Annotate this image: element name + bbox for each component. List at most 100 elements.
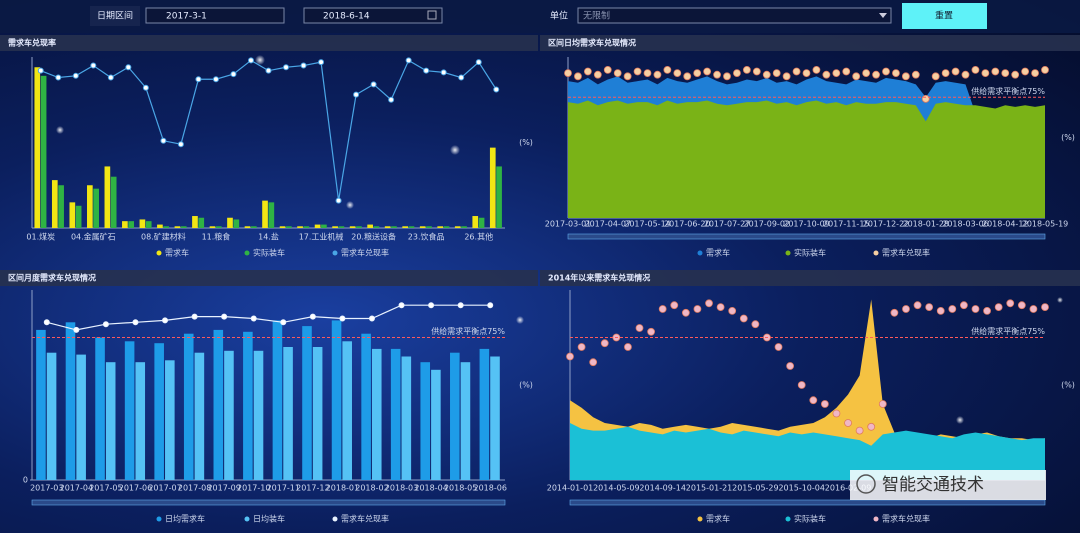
rate-point <box>703 67 712 76</box>
rate-point <box>102 321 109 328</box>
rate-point <box>683 72 692 81</box>
chart-title: 需求车兑现率 <box>8 38 56 48</box>
bar <box>420 362 431 480</box>
bar <box>75 205 82 228</box>
bar <box>163 226 170 228</box>
rate-point <box>983 306 991 315</box>
legend-swatch <box>785 250 791 256</box>
legend-label: 需求车兑现率 <box>882 248 930 258</box>
bar <box>391 226 397 228</box>
bar <box>489 147 496 228</box>
rate-point <box>855 426 864 435</box>
legend-label: 实际装车 <box>794 514 826 524</box>
rate-point <box>772 69 781 77</box>
bar <box>479 348 490 480</box>
rate-point <box>852 72 861 81</box>
start-date-input[interactable] <box>145 7 285 24</box>
x-tick-label: 2014-05-09 <box>593 484 640 493</box>
reset-label: 重置 <box>935 10 953 22</box>
bar <box>104 166 111 228</box>
bar <box>233 219 240 228</box>
chart-title: 区间日均需求车兑现情况 <box>548 38 636 48</box>
bar <box>250 226 257 228</box>
legend-swatch <box>873 250 879 256</box>
rate-point <box>1006 299 1015 308</box>
bar <box>426 226 432 228</box>
y2-axis-label: (%) <box>519 138 533 147</box>
x-tick-label: 2018-05 <box>444 484 477 493</box>
reset-button[interactable] <box>902 3 987 29</box>
rate-point <box>162 317 169 324</box>
bar <box>408 226 415 228</box>
rate-point <box>623 72 632 81</box>
rate-point <box>577 343 586 351</box>
rate-point <box>589 358 598 367</box>
rate-point <box>844 419 852 427</box>
bar <box>402 226 409 228</box>
charts: 需求车兑现率 (%) 01.煤炭 04.金属矿石 08.矿建材料 11.粮食 14.盐 17.… <box>0 35 1080 524</box>
bar <box>253 350 264 480</box>
rate-point <box>250 315 257 322</box>
select-arrow[interactable] <box>879 13 887 18</box>
rate-point <box>353 91 360 98</box>
end-date-input[interactable] <box>303 7 443 24</box>
bar <box>286 226 292 228</box>
x-tick-label: 2018-01 <box>326 484 359 493</box>
bar <box>450 352 460 480</box>
x-tick-label: 2017-12-22 <box>863 220 910 229</box>
bar <box>154 343 164 480</box>
rate-point <box>960 301 968 310</box>
bar <box>454 226 461 228</box>
area <box>570 423 1045 480</box>
rate-point <box>1001 69 1010 77</box>
rate-point <box>681 308 690 317</box>
x-tick-label: 04.金属矿石 <box>71 232 116 242</box>
rate-point <box>890 308 899 317</box>
rate-point <box>762 70 771 79</box>
legend-swatch <box>156 250 162 256</box>
bar <box>268 202 275 228</box>
rate-point <box>751 320 760 329</box>
end-date: 2018-6-14 <box>323 12 370 22</box>
legend-swatch <box>244 516 250 522</box>
rate-point <box>693 305 702 313</box>
rate-point <box>693 69 702 77</box>
bar <box>139 219 146 228</box>
bar <box>303 226 310 228</box>
rate-point <box>37 67 44 74</box>
x-tick-label: 23.饮食品 <box>408 232 445 242</box>
bar <box>338 226 345 228</box>
bar <box>46 352 57 480</box>
calendar-icon[interactable] <box>427 10 437 20</box>
rate-point <box>742 65 751 74</box>
legend-label: 需求车 <box>706 248 730 258</box>
rate-point <box>961 70 970 79</box>
unit-select[interactable] <box>577 7 892 24</box>
rate-point <box>457 302 464 309</box>
rate-point <box>752 67 761 76</box>
rate-point <box>55 74 62 81</box>
rate-point <box>716 303 725 312</box>
rate-point <box>423 67 430 74</box>
rate-point <box>583 67 592 76</box>
rate-point <box>786 362 795 370</box>
bar <box>419 226 426 228</box>
zoom-slider <box>31 499 506 506</box>
rate-point <box>971 65 980 74</box>
bar <box>262 200 268 228</box>
unit-value: 无限制 <box>583 10 610 22</box>
rate-point <box>809 396 818 405</box>
legend-label: 需求车兑现率 <box>341 514 389 524</box>
bar <box>194 352 205 480</box>
x-tick-label: 2017-10 <box>237 484 270 493</box>
rate-point <box>643 69 652 77</box>
x-tick-label: 2017-09 <box>207 484 240 493</box>
bar <box>165 360 175 480</box>
bar <box>478 217 485 228</box>
rate-point <box>842 67 851 76</box>
rate-point <box>971 305 980 313</box>
rate-point <box>160 137 167 144</box>
rate-point <box>335 197 342 204</box>
bar <box>36 329 46 480</box>
y-tick-label: 0 <box>23 476 28 485</box>
